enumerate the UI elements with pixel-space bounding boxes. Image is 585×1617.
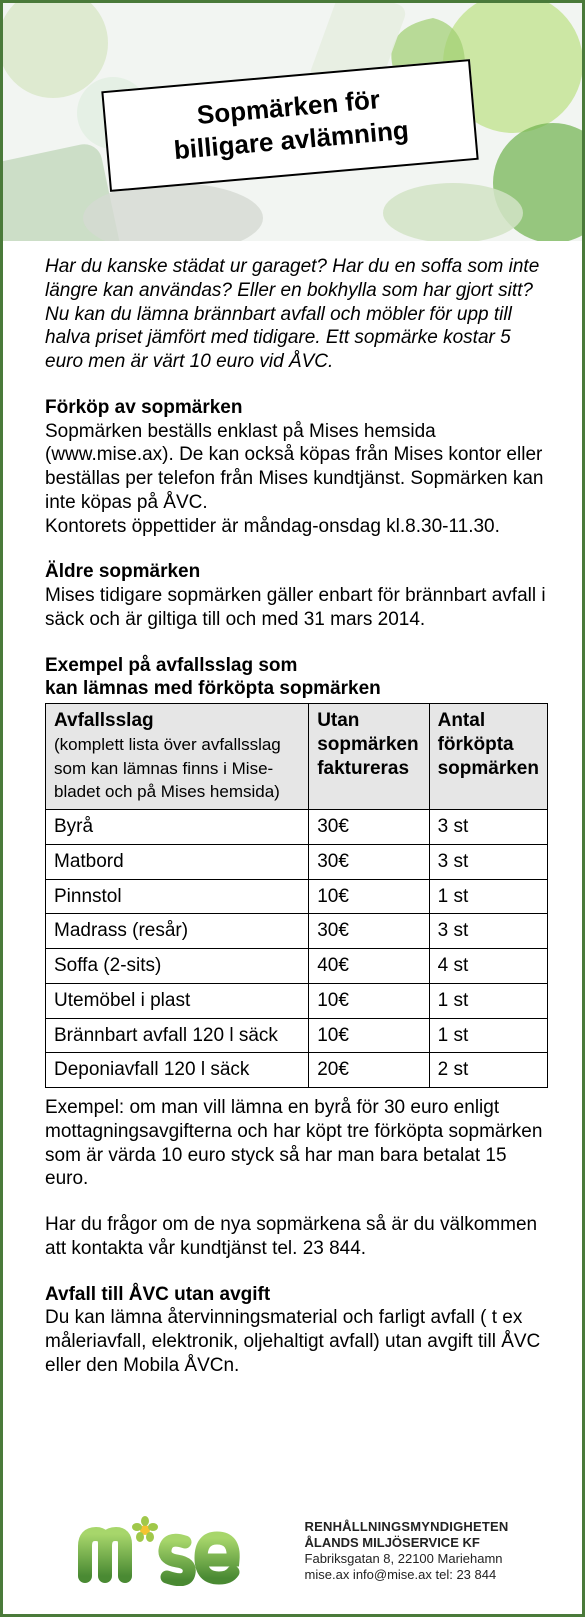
mise-logo	[77, 1516, 297, 1586]
table-row: Brännbart avfall 120 l säck10€1 st	[46, 1018, 548, 1053]
table-cell: Byrå	[46, 810, 309, 845]
hero-image: Sopmärken för billigare avlämning	[3, 3, 582, 241]
table-cell: Utemöbel i plast	[46, 983, 309, 1018]
table-title-line1: Exempel på avfallsslag som	[45, 655, 297, 676]
table-cell: 1 st	[429, 1018, 547, 1053]
table-title: Exempel på avfallsslag som kan lämnas me…	[45, 654, 548, 702]
table-cell: 4 st	[429, 949, 547, 984]
table-row: Deponiavfall 120 l säck20€2 st	[46, 1053, 548, 1088]
table-cell: 3 st	[429, 914, 547, 949]
col-header-count-title: Antal förköpta sopmärken	[438, 710, 539, 779]
footer-line1: RENHÅLLNINGSMYNDIGHETEN	[305, 1519, 509, 1535]
heading-avc: Avfall till ÅVC utan avgift	[45, 1283, 548, 1307]
table-cell: 40€	[309, 949, 429, 984]
body-aldre: Mises tidigare sopmärken gäller enbart f…	[45, 584, 548, 632]
table-cell: 1 st	[429, 983, 547, 1018]
table-cell: 30€	[309, 844, 429, 879]
table-cell: 30€	[309, 914, 429, 949]
table-cell: 3 st	[429, 810, 547, 845]
waste-table: Avfallsslag (komplett lista över avfalls…	[45, 703, 548, 1088]
document-frame: Sopmärken för billigare avlämning Har du…	[0, 0, 585, 1617]
table-row: Soffa (2-sits)40€4 st	[46, 949, 548, 984]
example-paragraph: Exempel: om man vill lämna en byrå för 3…	[45, 1096, 548, 1191]
col-header-price: Utan sopmärken faktureras	[309, 704, 429, 810]
body-forkop: Sopmärken beställs enklast på Mises hems…	[45, 420, 548, 539]
table-cell: 20€	[309, 1053, 429, 1088]
table-cell: Brännbart avfall 120 l säck	[46, 1018, 309, 1053]
table-cell: 2 st	[429, 1053, 547, 1088]
content-area: Har du kanske städat ur garaget? Har du …	[3, 241, 582, 1378]
footer-line4: mise.ax info@mise.ax tel: 23 844	[305, 1567, 509, 1583]
footer-line3: Fabriksgatan 8, 22100 Mariehamn	[305, 1551, 509, 1567]
heading-forkop: Förköp av sopmärken	[45, 396, 548, 420]
table-cell: 3 st	[429, 844, 547, 879]
table-header-row: Avfallsslag (komplett lista över avfalls…	[46, 704, 548, 810]
body-avc: Du kan lämna återvinningsmaterial och fa…	[45, 1306, 548, 1377]
table-cell: Matbord	[46, 844, 309, 879]
table-cell: 10€	[309, 983, 429, 1018]
footer-text: RENHÅLLNINGSMYNDIGHETEN ÅLANDS MILJÖSERV…	[305, 1519, 509, 1584]
table-row: Madrass (resår)30€3 st	[46, 914, 548, 949]
table-row: Matbord30€3 st	[46, 844, 548, 879]
col-header-type: Avfallsslag (komplett lista över avfalls…	[46, 704, 309, 810]
footer-line2: ÅLANDS MILJÖSERVICE KF	[305, 1535, 509, 1551]
questions-paragraph: Har du frågor om de nya sopmärkena så är…	[45, 1213, 548, 1261]
heading-aldre: Äldre sopmärken	[45, 560, 548, 584]
table-row: Pinnstol10€1 st	[46, 879, 548, 914]
table-cell: 30€	[309, 810, 429, 845]
col-header-type-sub: (komplett lista över avfallsslag som kan…	[54, 735, 281, 802]
table-title-line2: kan lämnas med förköpta sopmärken	[45, 678, 381, 699]
table-cell: 10€	[309, 879, 429, 914]
table-cell: Pinnstol	[46, 879, 309, 914]
table-cell: 10€	[309, 1018, 429, 1053]
table-cell: Madrass (resår)	[46, 914, 309, 949]
intro-paragraph: Har du kanske städat ur garaget? Har du …	[45, 255, 548, 374]
footer: RENHÅLLNINGSMYNDIGHETEN ÅLANDS MILJÖSERV…	[3, 1516, 582, 1586]
table-row: Utemöbel i plast10€1 st	[46, 983, 548, 1018]
col-header-type-title: Avfallsslag	[54, 710, 154, 731]
table-cell: Soffa (2-sits)	[46, 949, 309, 984]
col-header-price-title: Utan sopmärken faktureras	[317, 710, 418, 779]
col-header-count: Antal förköpta sopmärken	[429, 704, 547, 810]
table-cell: Deponiavfall 120 l säck	[46, 1053, 309, 1088]
table-row: Byrå30€3 st	[46, 810, 548, 845]
table-cell: 1 st	[429, 879, 547, 914]
